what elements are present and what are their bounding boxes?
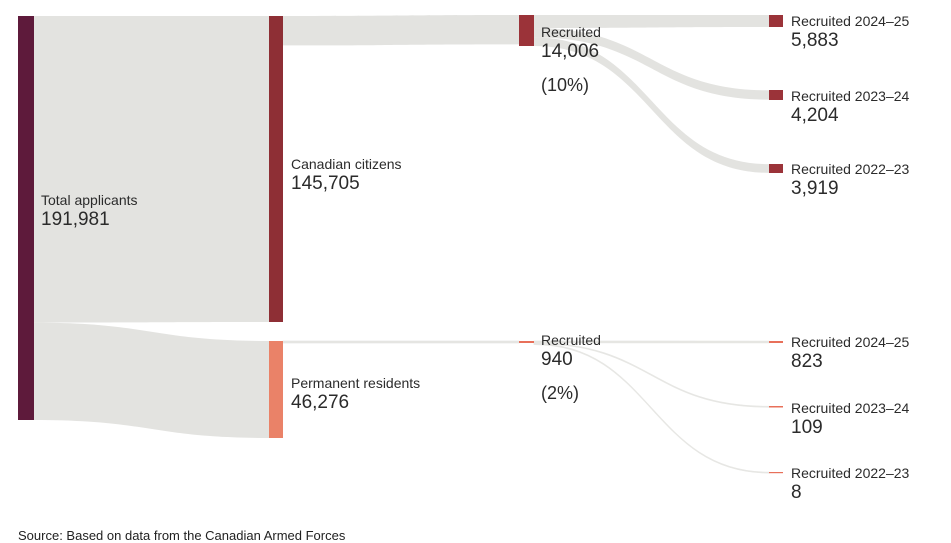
node-name: Recruited 2022–23: [791, 465, 910, 481]
node-label-total: Total applicants 191,981: [41, 192, 138, 231]
node-value: 46,276: [291, 392, 350, 414]
node-value: 191,981: [41, 209, 110, 231]
flow-links: [34, 15, 770, 474]
flow-total-to-residents: [34, 322, 269, 438]
node-value: 940: [541, 349, 573, 371]
node-label-recruited-citizens: Recruited 14,006 (10%): [541, 24, 601, 96]
flow-rec_citizens-to-c_2223: [534, 37, 769, 173]
node-label-citizens-2023-24: Recruited 2023–24 4,204: [791, 88, 909, 127]
node-name: Total applicants: [41, 192, 138, 208]
flow-rec_citizens-to-c_2425: [534, 15, 769, 29]
node-bars: [18, 15, 783, 474]
node-label-recruited-residents: Recruited 940 (2%): [541, 332, 601, 404]
node-value: 5,883: [791, 30, 839, 52]
node-value: 145,705: [291, 173, 360, 195]
flow-total-to-citizens: [34, 16, 269, 323]
node-name: Canadian citizens: [291, 156, 402, 172]
node-percent: (2%): [541, 382, 580, 403]
node-bar-rec_citizens: [519, 15, 534, 46]
node-bar-c_2324: [769, 90, 783, 100]
node-label-citizens: Canadian citizens 145,705: [291, 156, 402, 195]
node-label-citizens-2022-23: Recruited 2022–23 3,919: [791, 161, 909, 200]
node-name: Recruited 2023–24: [791, 88, 910, 104]
node-bar-r_2223: [769, 472, 783, 474]
node-name: Recruited: [541, 332, 601, 348]
node-label-residents: Permanent residents 46,276: [291, 375, 420, 414]
node-name: Recruited: [541, 24, 601, 40]
node-bar-c_2425: [769, 15, 783, 27]
node-bar-c_2223: [769, 164, 783, 173]
node-label-residents-2022-23: Recruited 2022–23 8: [791, 465, 909, 504]
node-value: 3,919: [791, 178, 839, 200]
node-bar-r_2425: [769, 341, 783, 343]
node-value: 4,204: [791, 105, 839, 127]
flow-citizens-to-rec_citizens: [283, 15, 519, 46]
node-label-residents-2023-24: Recruited 2023–24 109: [791, 400, 909, 439]
node-value: 14,006: [541, 41, 600, 63]
node-value: 8: [791, 482, 802, 504]
node-name: Recruited 2023–24: [791, 400, 910, 416]
node-bar-rec_residents: [519, 341, 534, 343]
flow-residents-to-rec_residents: [282, 340, 520, 344]
node-bar-residents: [269, 341, 283, 438]
node-bar-citizens: [269, 16, 283, 322]
node-bar-total: [18, 16, 34, 420]
node-name: Recruited 2024–25: [791, 13, 910, 29]
node-bar-r_2324: [769, 406, 783, 408]
node-name: Permanent residents: [291, 375, 421, 391]
source-note: Source: Based on data from the Canadian …: [18, 528, 346, 543]
node-name: Recruited 2022–23: [791, 161, 910, 177]
node-label-citizens-2024-25: Recruited 2024–25 5,883: [791, 13, 909, 52]
node-name: Recruited 2024–25: [791, 334, 910, 350]
node-label-residents-2024-25: Recruited 2024–25 823: [791, 334, 909, 373]
flow-rec_citizens-to-c_2324: [534, 28, 769, 100]
node-value: 823: [791, 351, 823, 373]
node-percent: (10%): [541, 74, 590, 95]
node-value: 109: [791, 417, 823, 439]
